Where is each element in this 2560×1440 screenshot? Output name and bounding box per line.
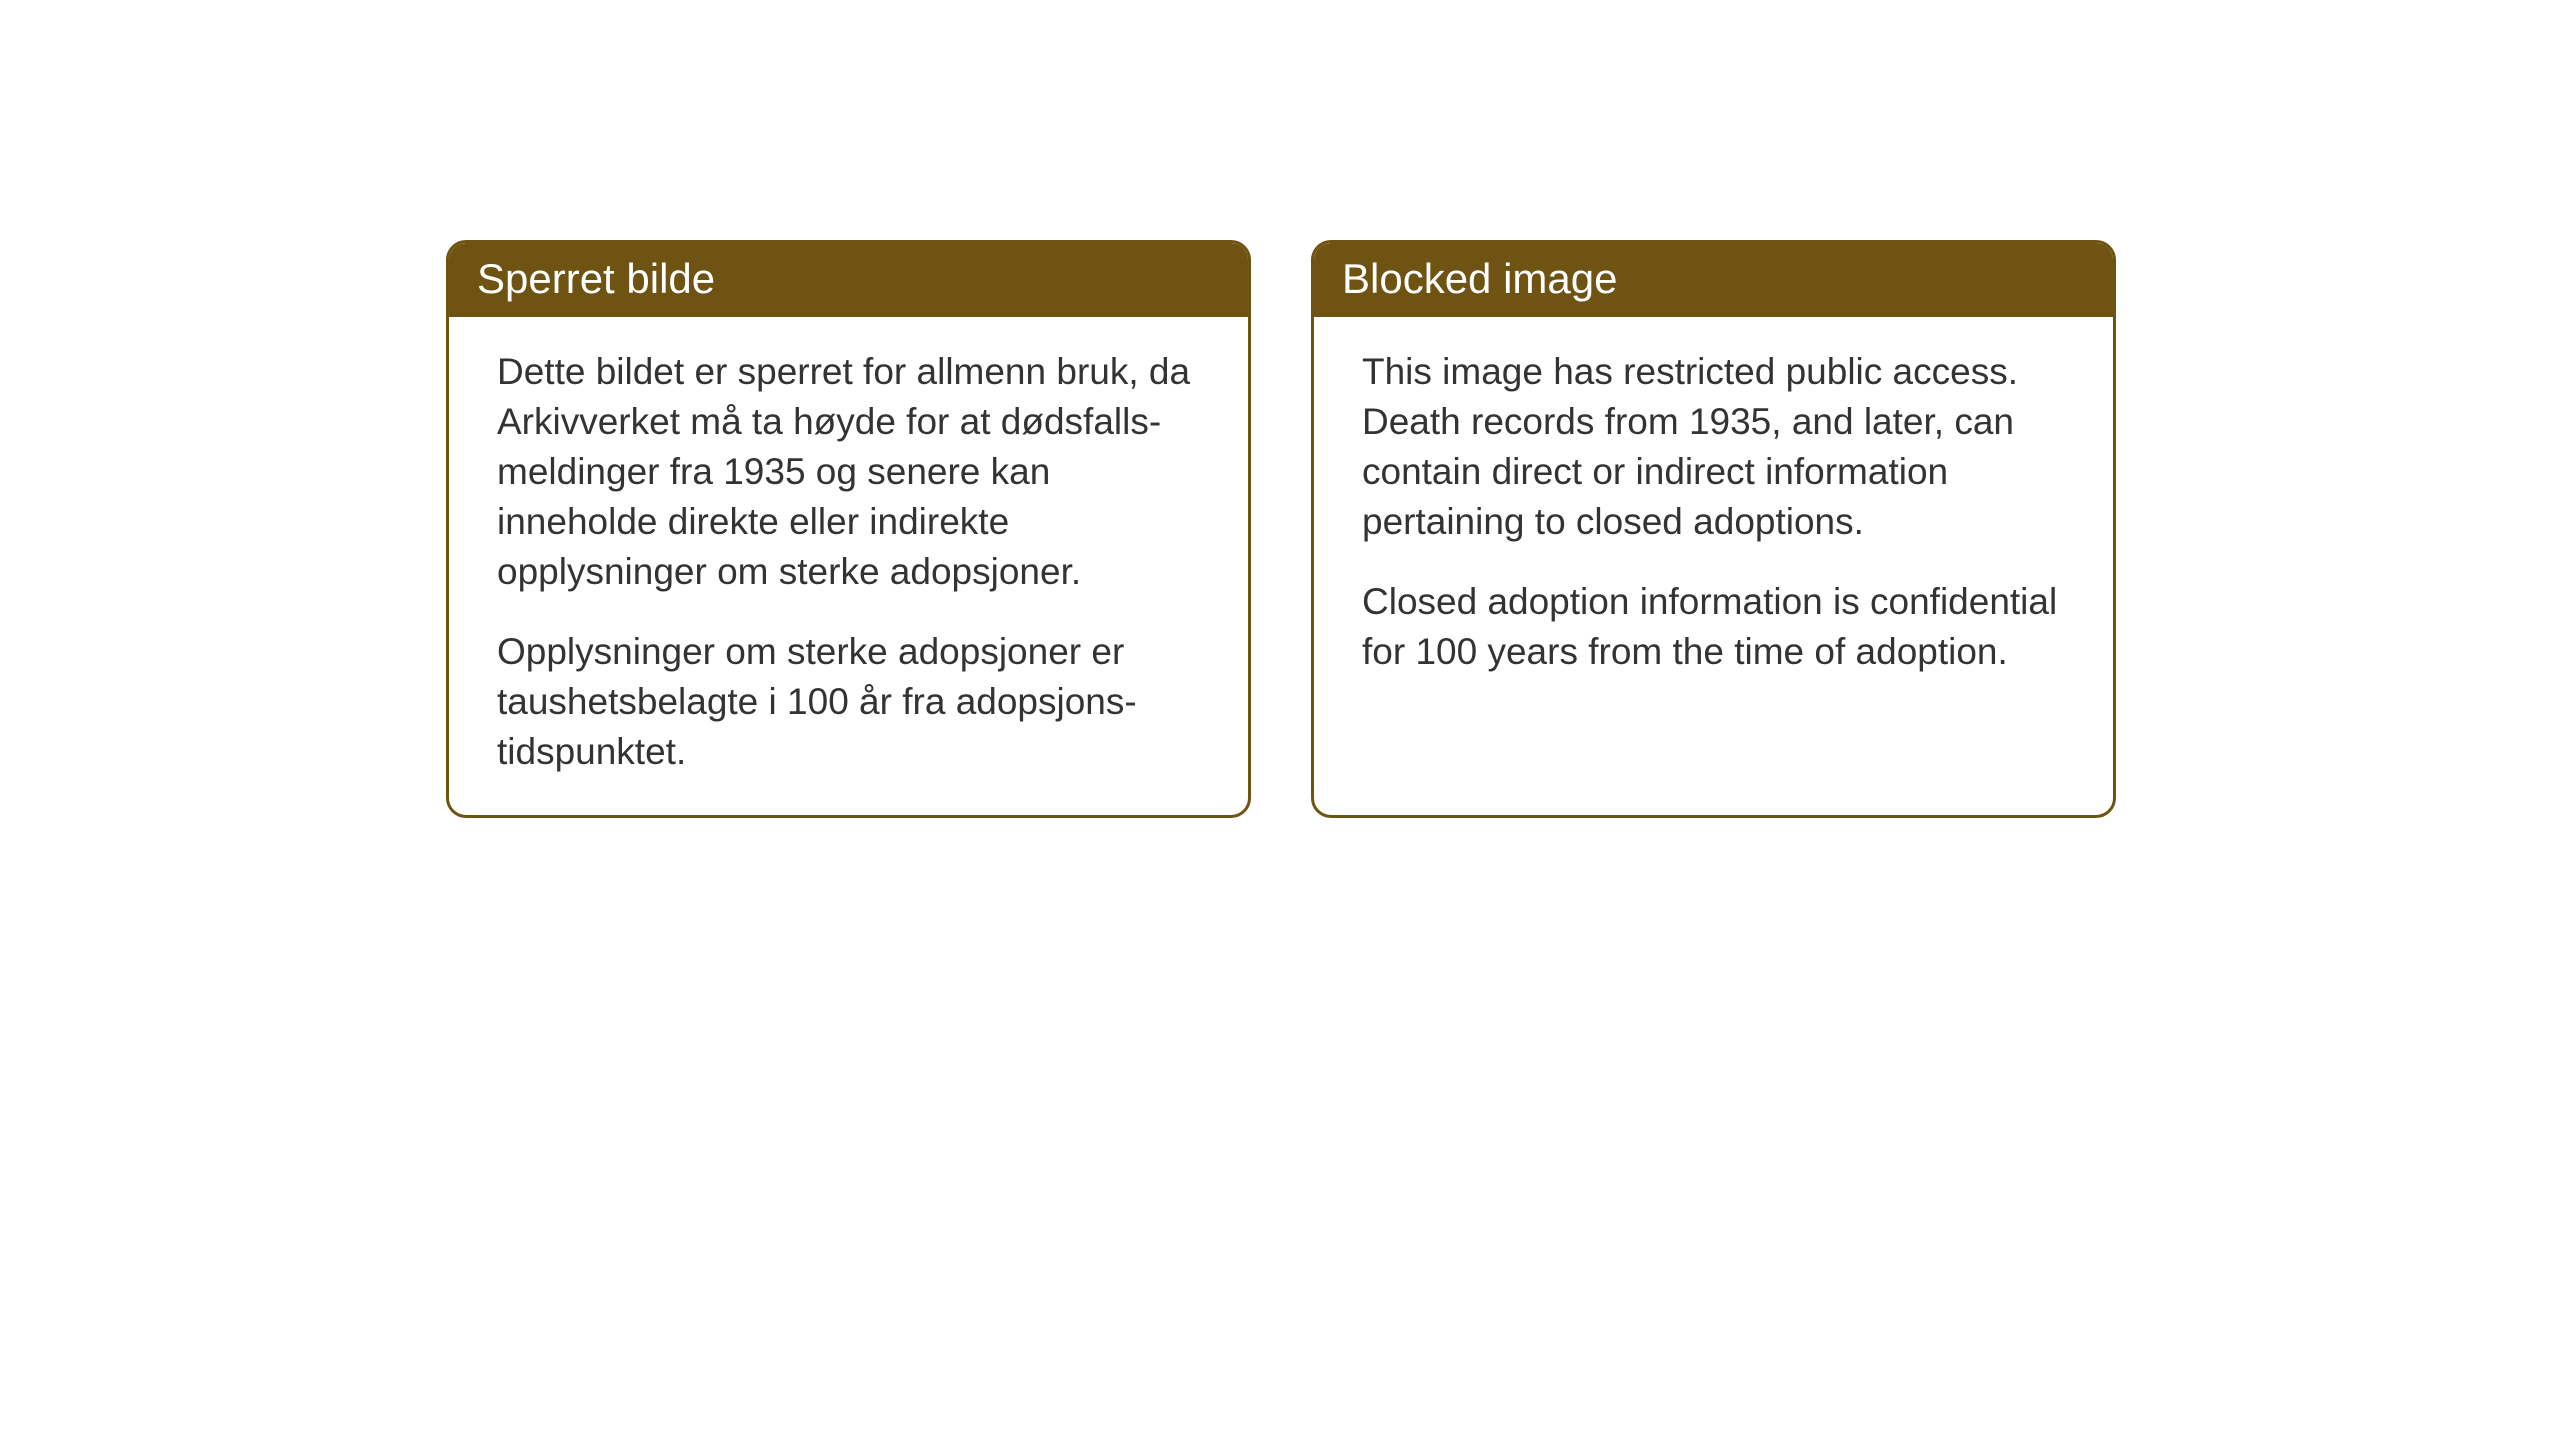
- cards-container: Sperret bilde Dette bildet er sperret fo…: [446, 240, 2116, 818]
- norwegian-card-body: Dette bildet er sperret for allmenn bruk…: [449, 317, 1248, 815]
- english-paragraph-2: Closed adoption information is confident…: [1362, 577, 2065, 677]
- norwegian-card-title: Sperret bilde: [477, 255, 715, 302]
- english-card-body: This image has restricted public access.…: [1314, 317, 2113, 715]
- english-notice-card: Blocked image This image has restricted …: [1311, 240, 2116, 818]
- english-card-title: Blocked image: [1342, 255, 1617, 302]
- norwegian-notice-card: Sperret bilde Dette bildet er sperret fo…: [446, 240, 1251, 818]
- english-paragraph-1: This image has restricted public access.…: [1362, 347, 2065, 547]
- norwegian-paragraph-1: Dette bildet er sperret for allmenn bruk…: [497, 347, 1200, 597]
- english-card-header: Blocked image: [1314, 243, 2113, 317]
- norwegian-card-header: Sperret bilde: [449, 243, 1248, 317]
- norwegian-paragraph-2: Opplysninger om sterke adopsjoner er tau…: [497, 627, 1200, 777]
